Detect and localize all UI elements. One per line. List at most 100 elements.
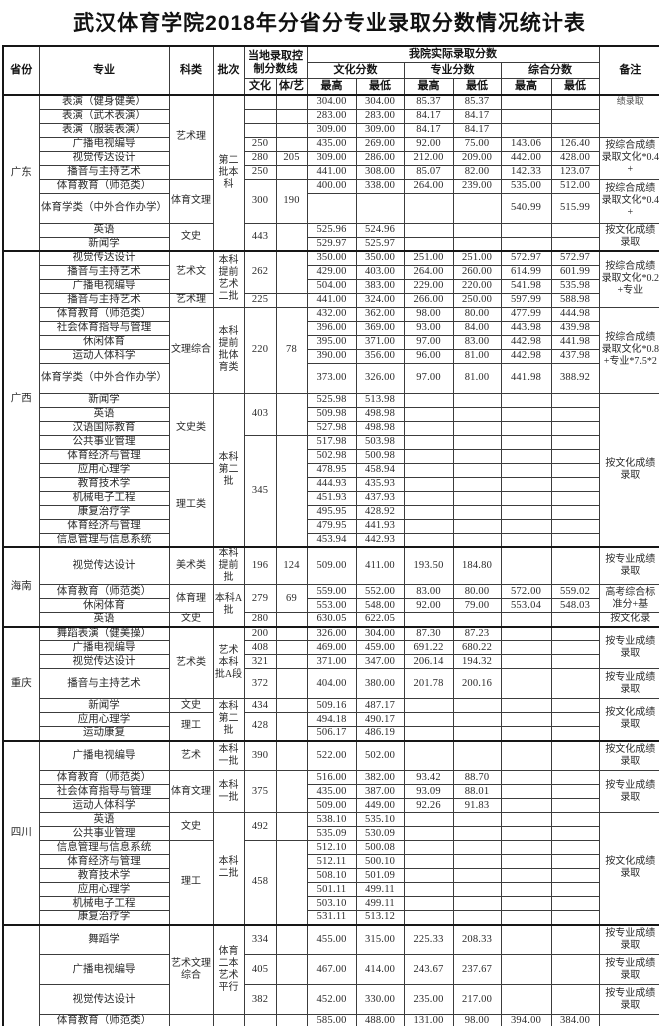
cell-composite-max xyxy=(500,612,552,627)
cell-major-min xyxy=(452,896,502,911)
cell-batch: 本科第二批 xyxy=(212,698,245,741)
cell-composite-max: 143.06 xyxy=(500,136,552,152)
cell-composite-min xyxy=(550,712,600,727)
cell-culture-min: 383.00 xyxy=(355,278,405,294)
table-row: 舞蹈学 艺术文理综合 体育二本艺术平行 334 455.00 315.00 225.33 20… xyxy=(2,923,659,1026)
cell-culture-min: 488.00 xyxy=(355,1014,405,1026)
table-row: 英语 509.98 498.98 xyxy=(3,406,659,422)
cell-composite-min xyxy=(550,698,600,713)
cell-culture-max: 495.95 xyxy=(306,504,357,520)
cell-major-min: 84.17 xyxy=(452,122,502,138)
cell-major-min xyxy=(452,462,502,478)
cell-major-max: 251.00 xyxy=(403,250,454,266)
cell-composite-min xyxy=(550,770,600,785)
cell-major-min xyxy=(452,826,502,841)
col-header-culture-min: 最低 xyxy=(355,78,405,96)
cell-local-art-line xyxy=(275,122,308,138)
cell-major: 应用心理学 xyxy=(38,882,170,897)
cell-remark: 按文化成绩录取 xyxy=(598,812,659,925)
cell-culture-min: 458.94 xyxy=(355,462,405,478)
cell-local-culture-line: 443 xyxy=(243,222,277,252)
cell-composite-max xyxy=(500,882,552,897)
cell-culture-min: 356.00 xyxy=(355,348,405,364)
cell-major-min: 98.00 xyxy=(452,1014,502,1026)
cell-major-max xyxy=(403,504,454,520)
cell-remark: 高考综合标准分+基 xyxy=(598,584,659,613)
cell-major-max: 235.00 xyxy=(403,984,454,1015)
cell-major-min: 83.00 xyxy=(452,334,502,350)
cell-local-art-line xyxy=(275,840,308,925)
table-row: 体育经济与管理 512.11 500.10 xyxy=(3,854,659,869)
cell-major-min xyxy=(452,612,502,627)
cell-composite-min xyxy=(550,612,600,627)
cell-composite-min: 428.00 xyxy=(550,150,600,166)
cell-major: 公共事业管理 xyxy=(38,434,170,450)
cell-composite-max xyxy=(500,923,552,955)
col-header-actual-scores: 我院实际录取分数 xyxy=(306,45,600,63)
cell-composite-min: 548.03 xyxy=(550,598,600,613)
cell-culture-min: 304.00 xyxy=(355,94,405,110)
cell-culture-min: 502.00 xyxy=(355,739,405,771)
cell-province: 海南 xyxy=(2,546,40,627)
cell-culture-min: 324.00 xyxy=(355,292,405,308)
cell-culture-max: 479.95 xyxy=(306,518,357,534)
cell-composite-max xyxy=(500,504,552,520)
table-row: 社会体育指导与管理 435.00 387.00 93.09 88.01 xyxy=(3,784,659,799)
cell-major-max xyxy=(403,476,454,492)
cell-major: 播音与主持艺术 xyxy=(38,164,170,180)
cell-composite-min xyxy=(550,462,600,478)
cell-local-art-line xyxy=(275,640,308,655)
cell-subject-type: 文史 xyxy=(168,698,214,713)
cell-batch: 体育二本艺术平行 xyxy=(212,923,245,1015)
cell-major: 舞蹈表演（健美操） xyxy=(38,625,170,641)
cell-composite-min xyxy=(550,896,600,911)
cell-culture-min: 499.11 xyxy=(355,896,405,911)
cell-composite-min xyxy=(550,490,600,506)
table-row: 体育学类（中外合作办学） 373.00 326.00 97.00 81.00 441.98… xyxy=(3,362,659,394)
cell-major: 体育教育（师范类） xyxy=(38,584,170,599)
cell-local-culture-line: 405 xyxy=(243,954,277,985)
cell-subject-type: 文史 xyxy=(168,612,214,627)
cell-remark: 按综合成绩录取文化*0.2+专业 xyxy=(598,250,659,308)
cell-remark: 按专业成绩录取 xyxy=(598,770,659,813)
cell-culture-min: 369.00 xyxy=(355,320,405,336)
cell-composite-max xyxy=(500,406,552,422)
cell-major-max xyxy=(403,448,454,464)
cell-major: 广播电视编导 xyxy=(38,278,170,294)
col-header-major: 专业 xyxy=(38,45,170,96)
cell-remark: 按文化成绩录取 xyxy=(598,392,659,548)
cell-major-max xyxy=(403,712,454,727)
cell-major-min xyxy=(452,698,502,713)
cell-composite-max xyxy=(500,910,552,925)
cell-major: 视觉传达设计 xyxy=(38,654,170,669)
cell-major: 教育技术学 xyxy=(38,476,170,492)
cell-local-art-line xyxy=(275,292,308,308)
cell-composite-max xyxy=(500,698,552,713)
cell-composite-max xyxy=(500,954,552,985)
table-row: 新闻学 文史类 本科第二批 403 525.98 513.98 按文化成绩录取 xyxy=(3,392,659,548)
cell-local-art-line xyxy=(275,654,308,669)
cell-culture-max: 478.95 xyxy=(306,462,357,478)
cell-composite-min xyxy=(550,94,600,110)
cell-composite-min xyxy=(550,668,600,699)
cell-major: 新闻学 xyxy=(38,392,170,408)
cell-culture-min: 437.93 xyxy=(355,490,405,506)
cell-major: 社会体育指导与管理 xyxy=(38,320,170,336)
cell-local-culture-line: 345 xyxy=(243,434,277,548)
cell-composite-max: 553.04 xyxy=(500,598,552,613)
header-row-score-groups: 文化分数 专业分数 综合分数 xyxy=(3,62,659,79)
cell-major-min: 251.00 xyxy=(452,250,502,266)
cell-composite-min xyxy=(550,868,600,883)
cell-remark: 按综合成绩录取文化*0.4+ xyxy=(598,136,659,180)
cell-composite-max: 443.98 xyxy=(500,320,552,336)
cell-major: 应用心理学 xyxy=(38,462,170,478)
cell-culture-min: 487.17 xyxy=(355,698,405,713)
cell-major: 体育教育（师范类） xyxy=(38,1014,170,1026)
cell-culture-min: 490.17 xyxy=(355,712,405,727)
cell-province: 四川 xyxy=(2,739,40,925)
cell-local-art-line: 69 xyxy=(275,584,308,613)
cell-culture-min: 500.98 xyxy=(355,448,405,464)
cell-culture-max: 396.00 xyxy=(306,320,357,336)
table-row: 英语 文史 280 630.05 622.05 按文化录 xyxy=(3,612,659,627)
cell-subject-type: 艺术理 xyxy=(168,94,214,180)
